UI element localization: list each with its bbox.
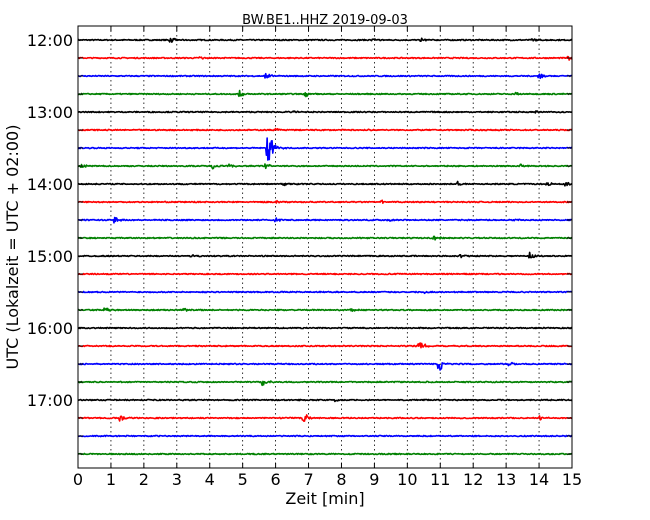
x-axis-label: Zeit [min]: [285, 489, 364, 508]
trace-layer: [77, 37, 573, 456]
chart-title: BW.BE1..HHZ 2019-09-03: [242, 13, 408, 28]
y-tick-label-1600: 16:00: [27, 319, 73, 338]
x-tick-label-10: 10: [397, 470, 417, 489]
x-tick-label-13: 13: [496, 470, 516, 489]
x-tick-label-14: 14: [529, 470, 549, 489]
trace-1615: [77, 342, 573, 349]
trace-1545: [77, 307, 573, 312]
trace-1415: [77, 199, 573, 204]
y-tick-label-1300: 13:00: [27, 103, 73, 122]
x-tick-label-11: 11: [430, 470, 450, 489]
x-tick-label-0: 0: [73, 470, 83, 489]
x-tick-label-4: 4: [205, 470, 215, 489]
y-tick-label-1500: 15:00: [27, 247, 73, 266]
x-tick-label-9: 9: [369, 470, 379, 489]
trace-1330: [77, 137, 573, 161]
x-tick-label-1: 1: [106, 470, 116, 489]
trace-1200: [77, 37, 573, 43]
trace-1230: [77, 72, 573, 80]
axis-ticks: [77, 26, 573, 468]
y-axis-label: UTC (Lokalzeit = UTC + 02:00): [3, 125, 22, 370]
x-tick-label-7: 7: [303, 470, 313, 489]
trace-1700: [77, 398, 573, 403]
x-tick-label-3: 3: [172, 470, 182, 489]
y-tick-label-1700: 17:00: [27, 391, 73, 410]
y-tick-label-1400: 14:00: [27, 175, 73, 194]
trace-1245: [77, 89, 573, 98]
trace-1345: [77, 163, 573, 170]
y-tick-label-1200: 12:00: [27, 31, 73, 50]
trace-1500: [77, 251, 573, 259]
x-tick-label-15: 15: [562, 470, 582, 489]
trace-1730: [77, 434, 573, 438]
trace-1645: [77, 380, 573, 387]
x-tick-label-5: 5: [238, 470, 248, 489]
trace-1430: [77, 216, 573, 224]
grid-lines: [110, 26, 540, 468]
trace-1300: [77, 110, 573, 114]
trace-1745: [77, 452, 573, 456]
trace-1600: [77, 326, 573, 330]
trace-1515: [77, 272, 573, 276]
tick-labels: 0 1 2 3 4 5 6 7 8 9 10 11 12 13 14 1512:0013:0014:0015:…: [27, 31, 582, 489]
trace-1215: [77, 55, 573, 61]
x-tick-label-2: 2: [139, 470, 149, 489]
trace-1530: [77, 290, 573, 295]
trace-1445: [77, 235, 573, 241]
x-tick-label-8: 8: [336, 470, 346, 489]
trace-1715: [77, 414, 573, 422]
trace-1315: [77, 127, 573, 132]
trace-1630: [77, 361, 573, 371]
x-tick-label-6: 6: [271, 470, 281, 489]
trace-1400: [77, 180, 573, 187]
plot-frame: [77, 25, 573, 469]
x-tick-label-12: 12: [463, 470, 483, 489]
